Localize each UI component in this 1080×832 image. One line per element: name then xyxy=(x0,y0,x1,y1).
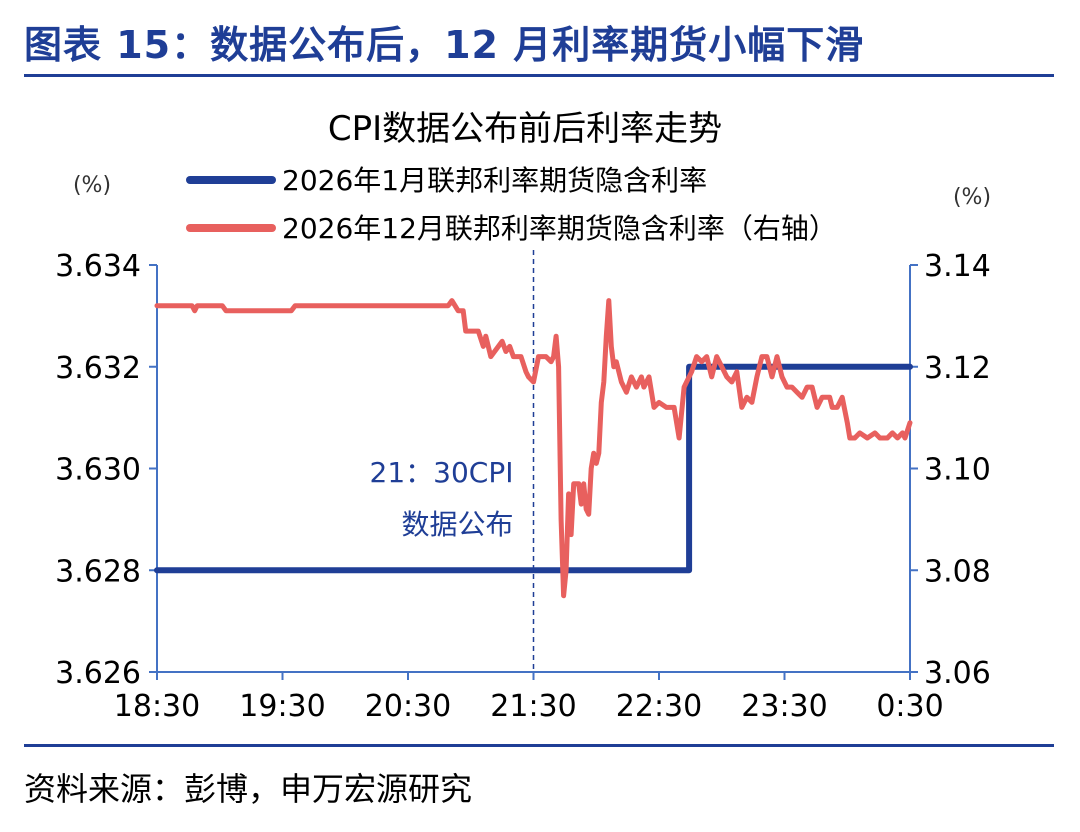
y-left-tick-label: 3.628 xyxy=(55,554,141,589)
legend-label-series-2: 2026年12月联邦利率期货隐含利率（右轴） xyxy=(282,212,837,245)
y-left-unit: (%) xyxy=(73,173,111,198)
y-right-tick-label: 3.10 xyxy=(924,453,991,488)
y-left-tick-label: 3.626 xyxy=(55,656,141,691)
y-right-unit: (%) xyxy=(953,185,991,210)
x-tick-label: 21:30 xyxy=(490,689,576,724)
series-lines xyxy=(154,298,913,599)
title-rule xyxy=(24,74,1054,77)
x-tick-label: 19:30 xyxy=(239,689,325,724)
x-tick-label: 18:30 xyxy=(114,689,200,724)
y-left-tick-label: 3.630 xyxy=(55,453,141,488)
figure-title: 图表 15：数据公布后，12 月利率期货小幅下滑 xyxy=(24,23,865,67)
source-note: 资料来源：彭博，申万宏源研究 xyxy=(24,770,473,808)
x-tick-label: 20:30 xyxy=(365,689,451,724)
line-chart: CPI数据公布前后利率走势 (%) (%) 2026年1月联邦利率期货隐含利率 … xyxy=(55,109,991,724)
y-right-tick-label: 3.12 xyxy=(924,351,991,386)
legend-label-series-1: 2026年1月联邦利率期货隐含利率 xyxy=(282,164,707,197)
cpi-annotation-label: 21：30CPI xyxy=(370,456,514,489)
y-right-tick-label: 3.08 xyxy=(924,554,991,589)
series-line-2 xyxy=(154,298,913,599)
chart-title: CPI数据公布前后利率走势 xyxy=(328,109,722,149)
legend: 2026年1月联邦利率期货隐含利率 2026年12月联邦利率期货隐含利率（右轴） xyxy=(186,164,837,245)
cpi-annotation-label: 数据公布 xyxy=(401,508,513,541)
footer-rule xyxy=(24,744,1054,747)
axes: 3.626 3.628 3.630 3.632 3.634 3.06 3.08 3.10 3.1… xyxy=(55,249,991,724)
y-right-tick-label: 3.06 xyxy=(924,656,991,691)
series-line-1 xyxy=(154,363,913,574)
x-tick-label: 0:30 xyxy=(876,689,943,724)
y-left-tick-label: 3.634 xyxy=(55,249,141,284)
x-tick-label: 23:30 xyxy=(741,689,827,724)
cpi-annotation: 21：30CPI 数据公布 xyxy=(370,250,535,672)
y-left-tick-label: 3.632 xyxy=(55,351,141,386)
y-right-tick-label: 3.14 xyxy=(924,249,991,284)
x-tick-label: 22:30 xyxy=(616,689,702,724)
